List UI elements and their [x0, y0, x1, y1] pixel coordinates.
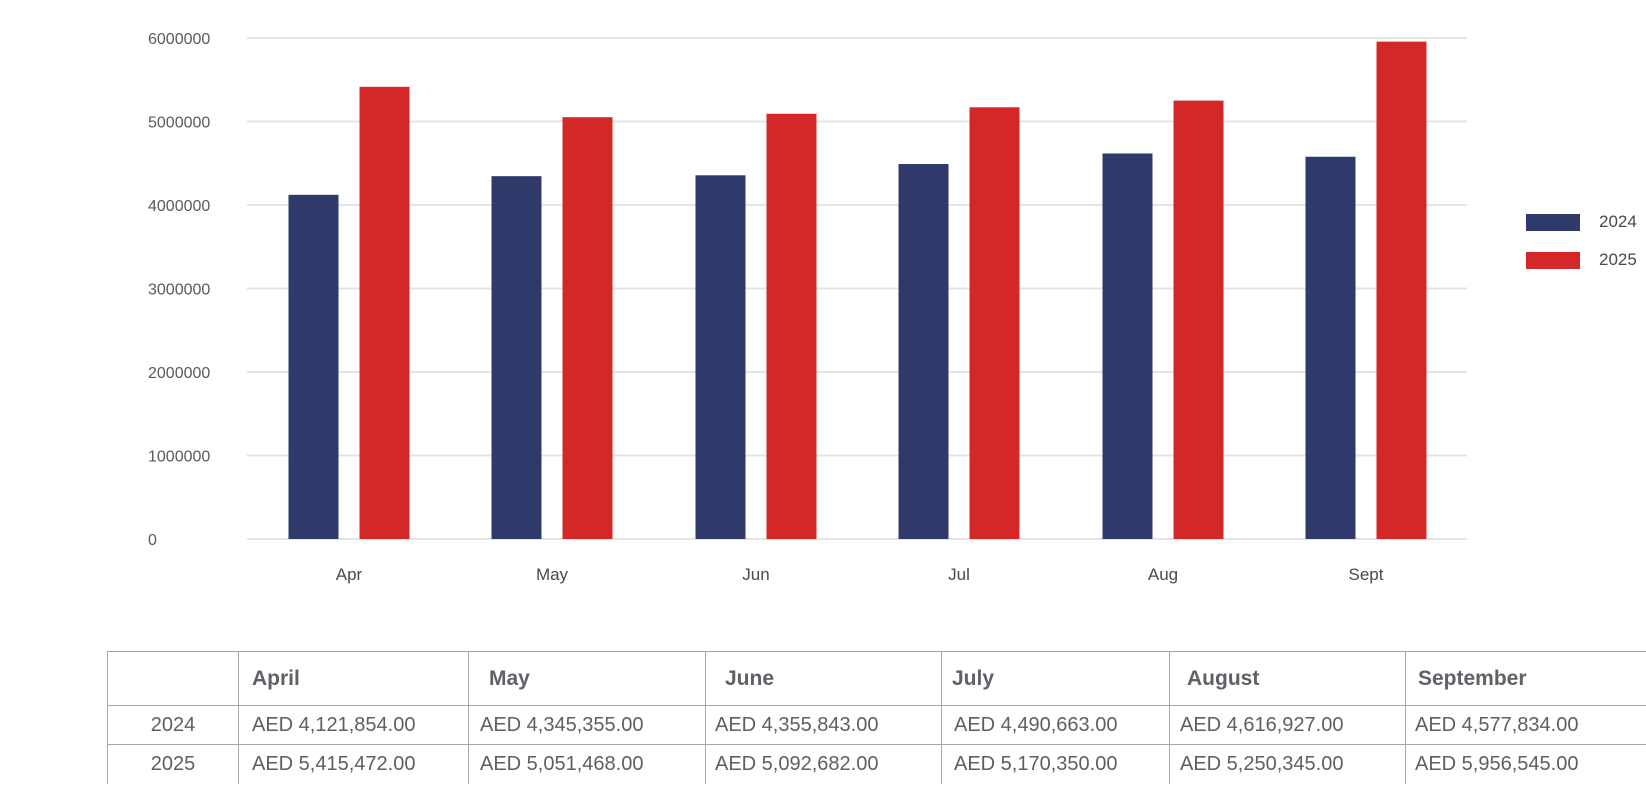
bar-2025-sept — [1376, 41, 1427, 540]
table-row: 2025 AED 5,415,472.00 AED 5,051,468.00 A… — [107, 744, 1646, 784]
table-header-cell: July — [941, 651, 1170, 706]
table-cell: AED 4,616,927.00 — [1169, 705, 1406, 745]
row-year: 2024 — [107, 705, 239, 745]
table-cell: AED 5,956,545.00 — [1405, 744, 1646, 784]
y-axis-ticks: 0 1000000 2000000 3000000 4000000 5000000 6000… — [148, 31, 210, 549]
x-category-label: Aug — [1148, 565, 1178, 584]
x-axis-categories: Apr May Jun Jul Aug Sept — [336, 565, 1384, 584]
table-cell: AED 5,415,472.00 — [238, 744, 469, 784]
y-tick-label: 1000000 — [148, 449, 210, 466]
table-cell: AED 4,355,843.00 — [705, 705, 942, 745]
legend-swatch-2024 — [1526, 214, 1580, 231]
table-cell: AED 5,092,682.00 — [705, 744, 942, 784]
table-header-cell — [107, 651, 239, 706]
legend-label: 2024 — [1599, 212, 1637, 231]
table-header-cell: June — [705, 651, 942, 706]
table-header-cell: April — [238, 651, 469, 706]
table-cell: AED 5,170,350.00 — [941, 744, 1170, 784]
y-tick-label: 0 — [148, 532, 157, 549]
y-tick-label: 5000000 — [148, 115, 210, 132]
bar-2025-jun — [766, 113, 817, 540]
row-year: 2025 — [107, 744, 239, 784]
bar-2024-sept — [1305, 156, 1356, 539]
x-category-label: May — [536, 565, 569, 584]
table-cell: AED 5,250,345.00 — [1169, 744, 1406, 784]
bar-2024-apr — [288, 194, 339, 539]
bar-2025-aug — [1173, 100, 1224, 539]
bars — [288, 41, 1427, 540]
x-category-label: Jun — [742, 565, 769, 584]
y-tick-label: 4000000 — [148, 198, 210, 215]
bar-2025-may — [562, 117, 613, 539]
table-header-cell: August — [1169, 651, 1406, 706]
table-header-row: April May June July August September — [107, 651, 1646, 706]
bar-2024-may — [491, 176, 542, 540]
x-category-label: Sept — [1349, 565, 1384, 584]
table-cell: AED 4,121,854.00 — [238, 705, 469, 745]
gridlines — [247, 37, 1467, 540]
bar-2025-jul — [969, 107, 1020, 540]
legend-label: 2025 — [1599, 250, 1637, 269]
table-cell: AED 4,490,663.00 — [941, 705, 1170, 745]
bar-2024-jun — [695, 175, 746, 539]
x-category-label: Apr — [336, 565, 363, 584]
bar-2025-apr — [359, 86, 410, 539]
table-cell: AED 4,345,355.00 — [468, 705, 706, 745]
y-tick-label: 3000000 — [148, 282, 210, 299]
table-header-cell: May — [468, 651, 706, 706]
table-cell: AED 4,577,834.00 — [1405, 705, 1646, 745]
y-tick-label: 2000000 — [148, 365, 210, 382]
table-cell: AED 5,051,468.00 — [468, 744, 706, 784]
bar-chart: 0 1000000 2000000 3000000 4000000 5000000 6000… — [148, 31, 1637, 584]
data-table: April May June July August September 202… — [107, 651, 1646, 784]
bar-2024-jul — [898, 164, 949, 539]
legend-swatch-2025 — [1526, 252, 1580, 269]
table-row: 2024 AED 4,121,854.00 AED 4,345,355.00 A… — [107, 705, 1646, 745]
y-tick-label: 6000000 — [148, 31, 210, 48]
x-category-label: Jul — [948, 565, 970, 584]
table-header-cell: September — [1405, 651, 1646, 706]
legend: 2024 2025 — [1526, 212, 1637, 269]
bar-2024-aug — [1102, 153, 1153, 539]
